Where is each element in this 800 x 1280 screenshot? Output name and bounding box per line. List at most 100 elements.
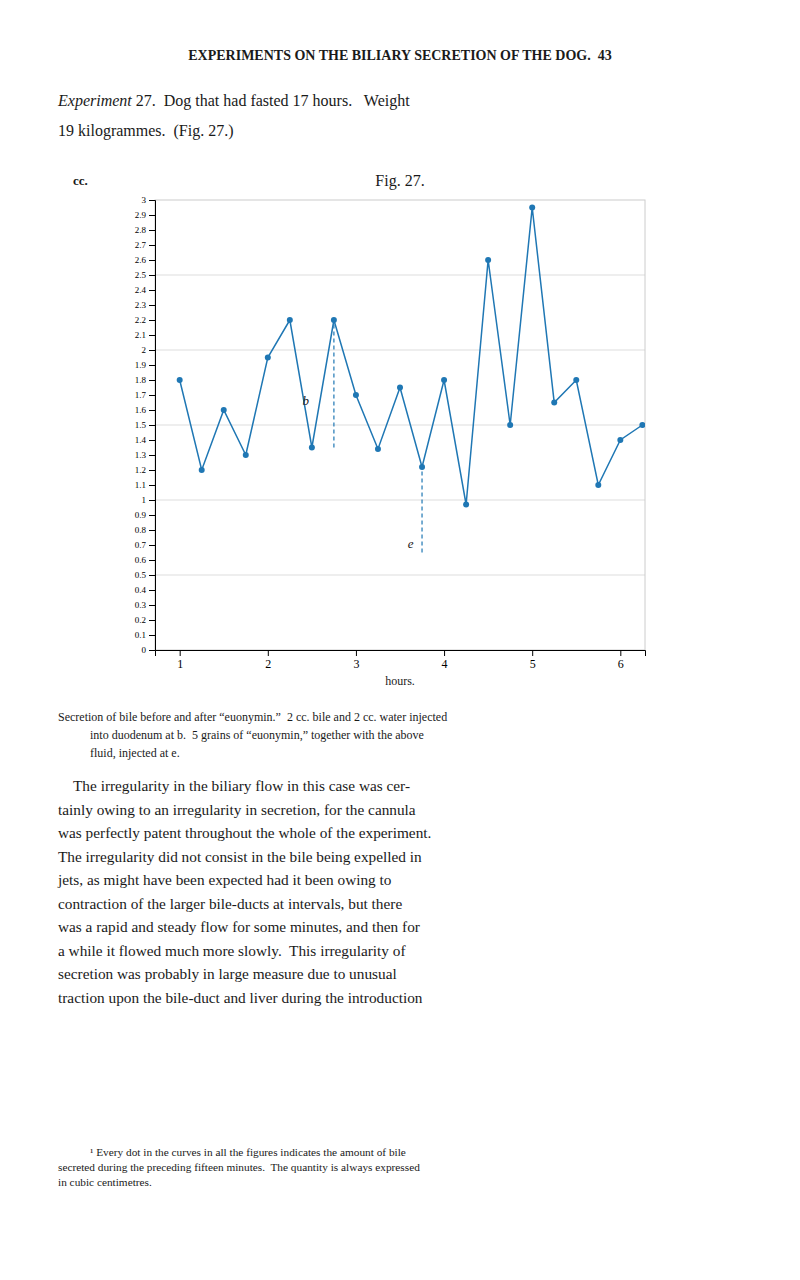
y-tick-label: 0.2: [135, 615, 146, 625]
x-tick-mark: [532, 650, 533, 656]
body-line: jets, as might have been expected had it…: [57, 871, 392, 888]
experiment-title: Experiment 27. Dog that had fasted 17 ho…: [57, 92, 410, 110]
body-line: contraction of the larger bile-ducts at …: [58, 895, 402, 912]
y-tick-label: 2.7: [135, 240, 147, 250]
y-tick: 1.8: [135, 375, 155, 385]
data-point: [353, 392, 359, 398]
data-point: [485, 257, 491, 263]
y-tick-label: 1.5: [135, 420, 147, 430]
y-tick: 1.9: [135, 360, 155, 370]
y-tick-label: 1.1: [135, 480, 146, 490]
data-point: [617, 437, 623, 443]
x-tick: 4: [442, 650, 448, 671]
data-point: [441, 377, 447, 383]
y-tick-mark: [149, 365, 155, 366]
grid-line: [155, 575, 645, 576]
data-point: [551, 400, 557, 406]
x-tick: 3: [353, 650, 359, 671]
y-tick-label: 1.2: [135, 465, 146, 475]
y-tick-mark: [149, 335, 155, 336]
page: EXPERIMENTS ON THE BILIARY SECRETION OF …: [0, 0, 800, 1280]
y-tick-mark: [149, 320, 155, 321]
marker-line: [333, 320, 334, 448]
body-line: secretion was probably in large measure …: [58, 965, 397, 982]
y-tick-mark: [149, 470, 155, 471]
grid-line: [155, 275, 645, 276]
x-tick-label: 3: [353, 657, 359, 671]
y-tick: 2.1: [135, 330, 155, 340]
annotation: b: [302, 393, 309, 408]
data-point: [243, 452, 249, 458]
data-point: [507, 422, 513, 428]
annotation: e: [408, 536, 414, 551]
y-tick-label: 2.1: [135, 330, 146, 340]
y-tick-mark: [149, 200, 155, 201]
data-point: [221, 407, 227, 413]
x-tick: 6: [618, 650, 624, 671]
y-tick-mark: [149, 275, 155, 276]
y-tick: 0: [142, 645, 156, 655]
y-tick-label: 2: [142, 345, 147, 355]
y-tick-label: 2.3: [135, 300, 147, 310]
y-tick: 1: [142, 495, 156, 505]
y-tick-mark: [149, 290, 155, 291]
y-tick-mark: [149, 500, 155, 501]
x-tick: 2: [265, 650, 271, 671]
x-tick-mark: [180, 650, 181, 656]
caption-line: into duodenum at b. 5 grains of “euonymi…: [90, 728, 424, 742]
y-tick-label: 1.8: [135, 375, 147, 385]
x-axis: 1 2 3 4 5 6: [156, 650, 646, 671]
x-tick-mark: [444, 650, 445, 656]
data-point: [199, 467, 205, 473]
body-line: a while it flowed much more slowly. This…: [58, 942, 406, 959]
y-tick: 0.5: [135, 570, 155, 580]
y-tick-mark: [149, 575, 155, 576]
axis-title-y: cc.: [73, 173, 88, 188]
y-tick: 0.1: [135, 630, 155, 640]
y-tick-label: 1.7: [135, 390, 147, 400]
data-point: [177, 377, 183, 383]
y-tick-mark: [149, 485, 155, 486]
y-tick: 1.3: [135, 450, 155, 460]
marker-line: [421, 467, 422, 553]
y-tick-label: 0.9: [135, 510, 147, 520]
x-tick-mark: [620, 650, 621, 656]
y-tick: 0.9: [135, 510, 155, 520]
y-axis-line: [149, 201, 156, 651]
footnote-line: secreted during the preceding fifteen mi…: [58, 1161, 420, 1173]
body-line: was a rapid and steady flow for some min…: [58, 918, 420, 935]
y-tick: 2.4: [135, 285, 155, 295]
grid-line: [155, 500, 645, 501]
footnote-line: ¹ Every dot in the curves in all the fig…: [90, 1146, 406, 1158]
y-tick-mark: [149, 620, 155, 621]
data-line: [180, 208, 643, 505]
body-line: tainly owing to an irregularity in secre…: [58, 801, 416, 818]
data-point: [331, 317, 337, 323]
y-tick: 1.2: [135, 465, 155, 475]
y-tick: 2.8: [135, 225, 155, 235]
plot-frame: [155, 200, 645, 650]
body-line: The irregularity in the biliary flow in …: [58, 777, 410, 794]
y-tick-mark: [149, 515, 155, 516]
y-tick-label: 1.9: [135, 360, 147, 370]
y-tick: 2.9: [135, 210, 155, 220]
experiment-italic: Experiment: [57, 92, 132, 110]
x-tick-mark: [268, 650, 269, 656]
y-tick-mark: [149, 605, 155, 606]
y-tick: 2.6: [135, 255, 155, 265]
y-tick: 0.2: [135, 615, 155, 625]
y-tick-label: 0.3: [135, 600, 147, 610]
x-tick-label: 1: [177, 657, 183, 671]
y-tick: 1.1: [135, 480, 155, 490]
y-tick-mark: [149, 245, 155, 246]
y-tick-mark: [149, 545, 155, 546]
y-tick-label: 0.7: [135, 540, 147, 550]
x-tick: 5: [530, 650, 536, 671]
y-tick: 1.6: [135, 405, 155, 415]
chart-title: Fig. 27.: [375, 172, 424, 190]
data-point: [309, 445, 315, 451]
experiment-rest: 27. Dog that had fasted 17 hours. Weight: [132, 92, 410, 110]
x-tick-label: 2: [265, 657, 271, 671]
y-tick: 0.8: [135, 525, 155, 535]
data-point: [375, 446, 381, 452]
